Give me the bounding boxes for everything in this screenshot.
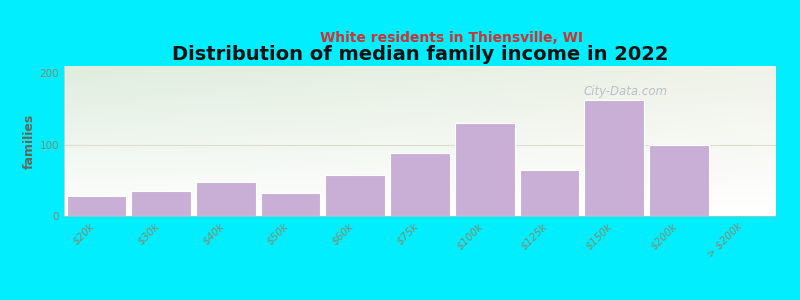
Bar xyxy=(66,196,126,216)
Text: City-Data.com: City-Data.com xyxy=(584,85,668,98)
Bar xyxy=(520,169,579,216)
Bar xyxy=(649,145,709,216)
Bar xyxy=(261,193,320,216)
Bar xyxy=(326,175,385,216)
Bar xyxy=(585,100,644,216)
Bar xyxy=(390,153,450,216)
Bar xyxy=(131,191,191,216)
Text: White residents in Thiensville, WI: White residents in Thiensville, WI xyxy=(321,32,583,46)
Bar xyxy=(196,182,255,216)
Y-axis label: families: families xyxy=(22,113,35,169)
Title: Distribution of median family income in 2022: Distribution of median family income in … xyxy=(172,45,668,64)
Bar xyxy=(455,123,514,216)
